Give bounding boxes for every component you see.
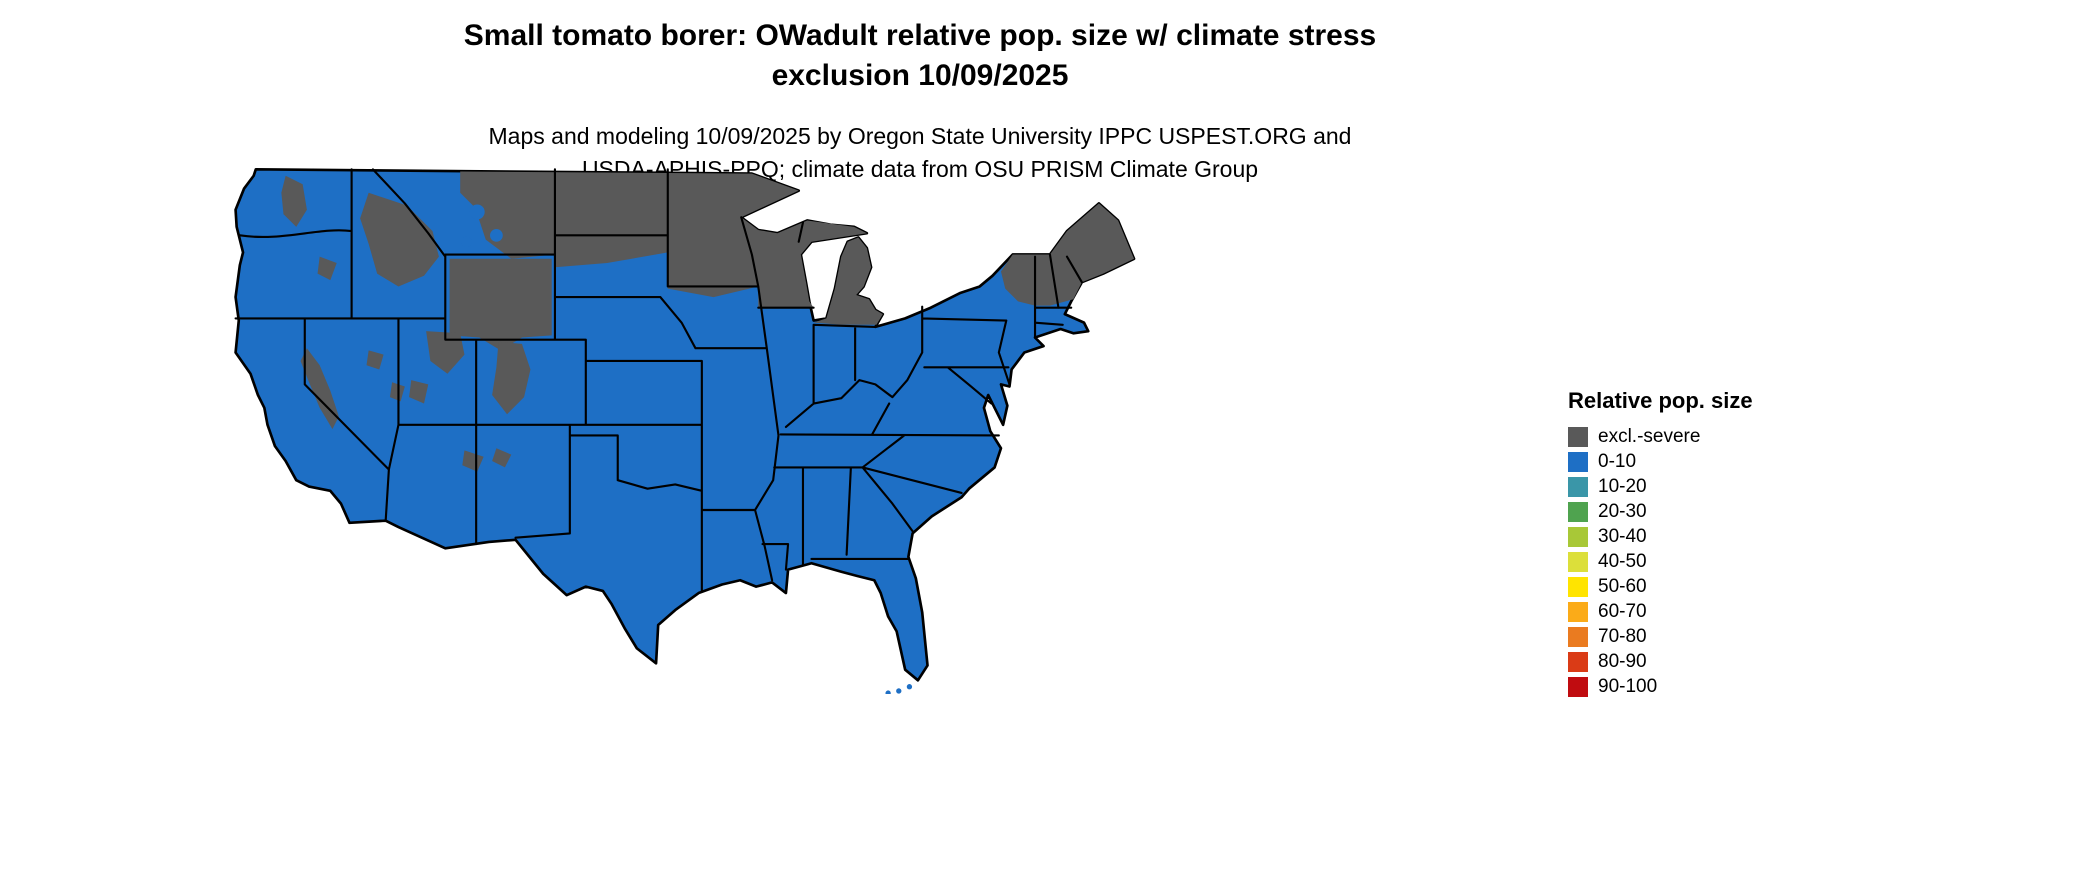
legend-item: 90-100 [1568,674,1808,699]
map-title-line1: Small tomato borer: OWadult relative pop… [463,19,1377,52]
legend-item: 80-90 [1568,649,1808,674]
legend-color-swatch [1568,576,1588,597]
legend-item-label: 40-50 [1598,550,1647,572]
legend-color-swatch [1568,651,1588,672]
map-exclusion-arizona-rim [462,450,484,472]
legend-color-swatch [1568,676,1588,697]
legend-item: 0-10 [1568,449,1808,474]
legend-color-swatch [1568,526,1588,547]
us-map-svg [234,168,1136,694]
legend-color-swatch [1568,501,1588,522]
legend-color-swatch [1568,451,1588,472]
legend-item-label: 30-40 [1598,525,1647,547]
legend-color-swatch [1568,601,1588,622]
map-exclusion-utah-south [409,380,429,404]
legend-item-label: 50-60 [1598,575,1647,597]
legend-item: 40-50 [1568,549,1808,574]
legend-item-label: 80-90 [1598,650,1647,672]
map-exclusion-nevada-patch-2 [389,382,405,402]
legend-item: excl.-severe [1568,424,1808,449]
legend-item-label: 60-70 [1598,600,1647,622]
map-exclusion-utah-mountains [426,331,465,374]
us-map [160,128,1150,694]
legend-item: 20-30 [1568,499,1808,524]
legend-color-swatch [1568,626,1588,647]
legend-item: 70-80 [1568,624,1808,649]
legend-item-label: 20-30 [1598,500,1647,522]
map-exclusion-colorado-rockies [492,341,531,415]
map-title-line2: exclusion 10/09/2025 [771,59,1069,92]
map-exclusion-new-mexico-mountains [492,448,512,468]
legend-color-swatch [1568,551,1588,572]
map-title: Small tomato borer: OWadult relative pop… [0,16,1840,96]
map-valley-patch-1 [469,204,485,220]
legend-title: Relative pop. size [1568,388,1753,413]
map-exclusion-wyoming [449,258,552,351]
legend-item: 30-40 [1568,524,1808,549]
legend-item-label: 0-10 [1598,450,1637,472]
map-exclusion-oregon-blue-mountains [317,256,337,281]
legend-item-label: excl.-severe [1598,425,1701,447]
legend-item-label: 70-80 [1598,625,1647,647]
legend-color-swatch [1568,476,1588,497]
map-subtitle-line1: Maps and modeling 10/09/2025 by Oregon S… [488,123,1352,149]
map-exclusion-michigan [813,237,883,325]
map-exclusion-nevada-patch-1 [366,350,384,370]
legend-color-swatch [1568,426,1588,447]
map-valley-patch-3 [461,236,472,248]
legend-items: excl.-severe 0-10 10-20 20-30 30-40 [1568,424,1808,699]
legend-item: 60-70 [1568,599,1808,624]
legend-item: 50-60 [1568,574,1808,599]
map-state-borders [234,168,1083,592]
map-exclusion-new-england [1000,203,1135,306]
map-exclusion-washington-cascades [281,175,307,227]
legend-item: 10-20 [1568,474,1808,499]
map-exclusion-north-block [460,171,867,308]
map-subtitle: Maps and modeling 10/09/2025 by Oregon S… [0,120,1840,186]
map-valley-patch-2 [490,228,503,242]
map-exclusion-idaho-mountains [360,192,439,287]
legend-item-label: 90-100 [1598,675,1658,697]
map-florida-keys [885,684,913,694]
map-legend: Relative pop. size excl.-severe 0-10 10-… [1568,388,1808,699]
legend-item-label: 10-20 [1598,475,1647,497]
